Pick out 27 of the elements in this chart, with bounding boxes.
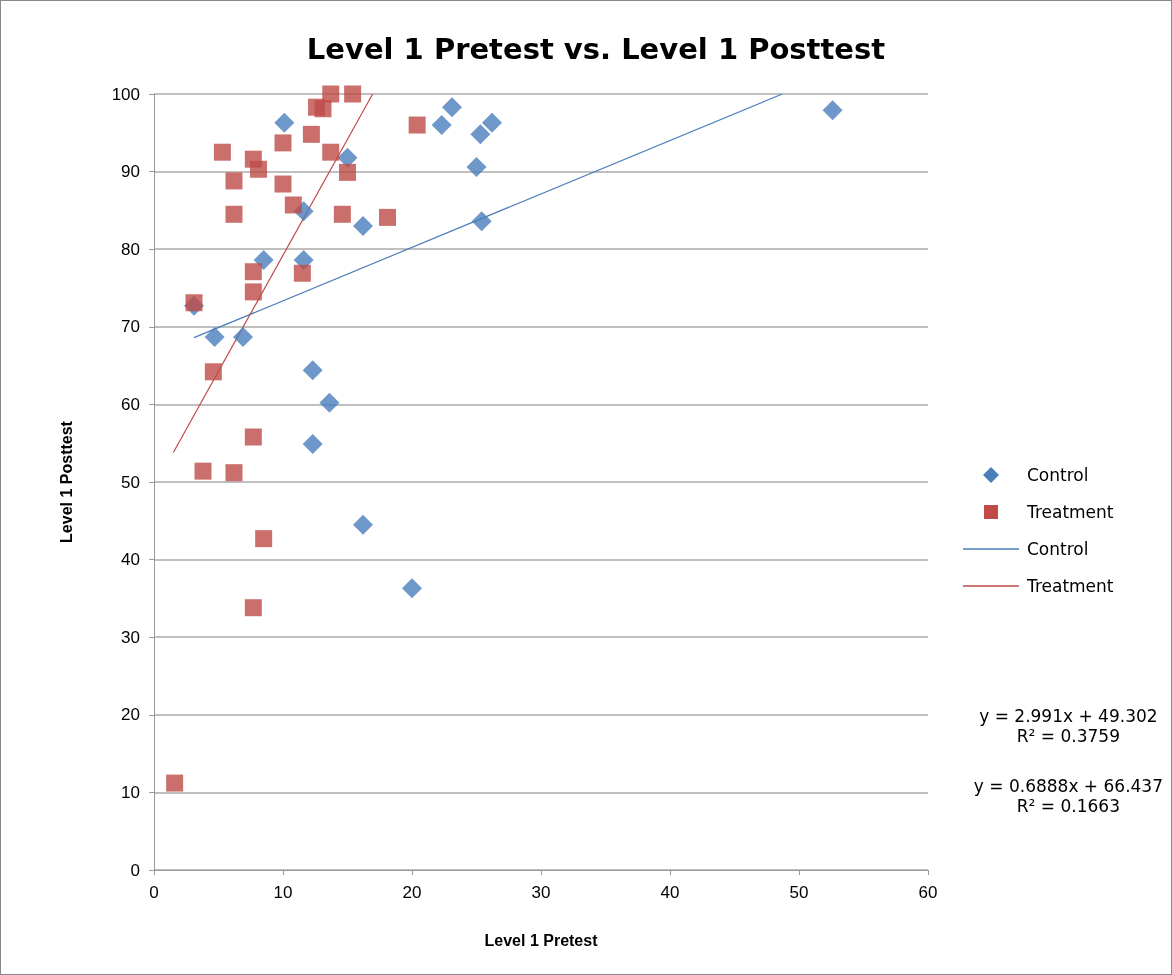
chart-title: Level 1 Pretest vs. Level 1 Posttest: [306, 31, 886, 66]
y-tick-label: 60: [121, 394, 140, 414]
text: y = 0.6888x + 66.437 R² = 0.1663: [973, 776, 1163, 816]
y-tick-label: 90: [121, 162, 140, 182]
y-tick-label: 40: [121, 550, 140, 570]
y-tick-label: 50: [121, 472, 140, 492]
y-tick-label: 100: [111, 84, 140, 104]
y-tick-label: 30: [121, 627, 140, 647]
x-tick-label: 10: [273, 883, 293, 902]
legend-label: Control: [1027, 464, 1089, 485]
x-tick-label: 0: [149, 883, 159, 902]
y-tick-label: 70: [121, 317, 140, 337]
x-tick-label: 60: [918, 883, 938, 902]
x-tick-label: 20: [402, 883, 422, 902]
y-tick-label: 0: [130, 860, 140, 880]
x-tick-label: 50: [789, 883, 809, 902]
y-axis-title: Level 1 Posttest: [57, 420, 75, 543]
y-tick-label: 20: [121, 705, 140, 725]
x-tick-label: 30: [531, 883, 551, 902]
x-axis-title: Level 1 Pretest: [484, 931, 599, 949]
legend-label: Treatment: [1027, 575, 1114, 596]
text: y = 2.991x + 49.302 R² = 0.3759: [978, 706, 1159, 746]
x-tick-label: 40: [660, 883, 680, 902]
y-tick-label: 80: [121, 239, 140, 259]
y-tick-label: 10: [121, 782, 140, 802]
legend-label: Treatment: [1027, 501, 1114, 522]
legend-label: Control: [1027, 538, 1089, 559]
